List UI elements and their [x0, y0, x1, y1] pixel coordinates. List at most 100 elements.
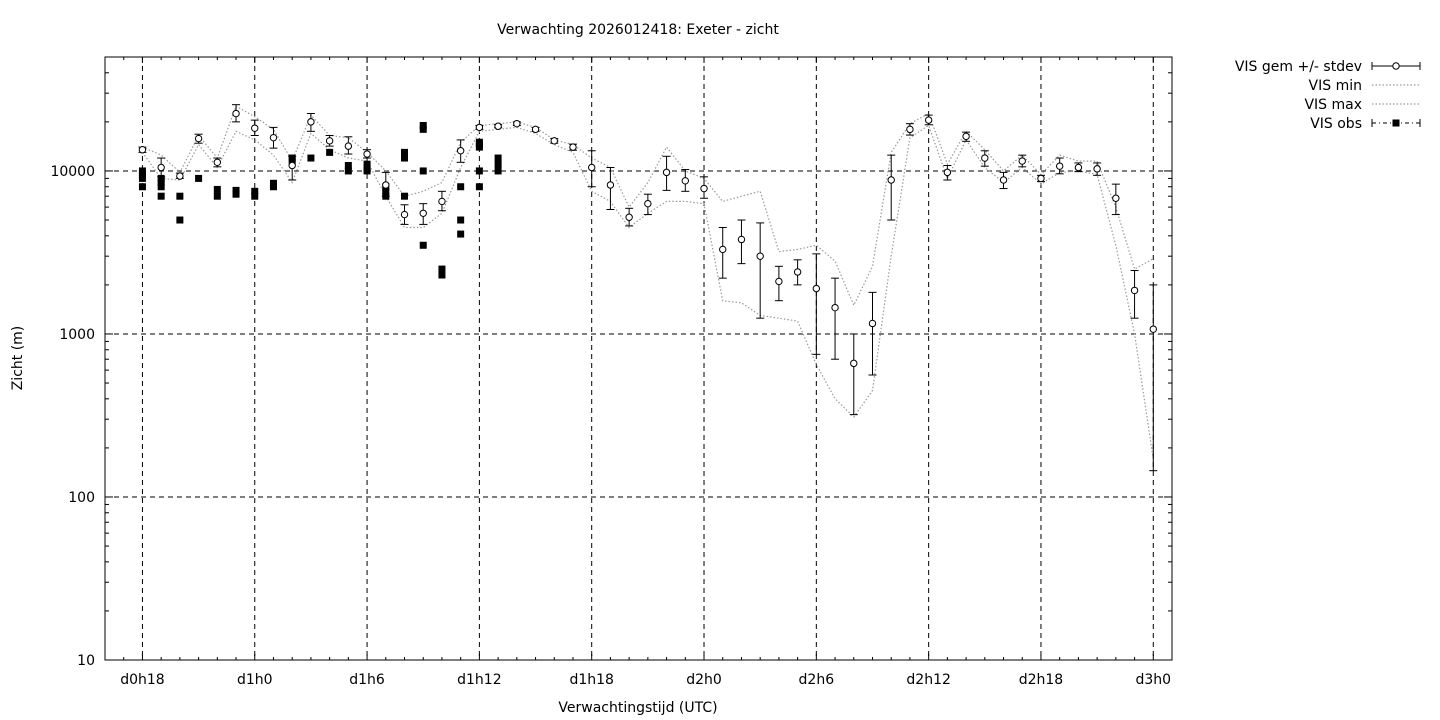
- y-tick-label: 100: [68, 490, 95, 506]
- mean-point: [1093, 165, 1101, 173]
- x-tick-label: d1h12: [457, 672, 501, 688]
- mean-point: [719, 245, 727, 254]
- legend-label: VIS max: [1304, 97, 1362, 113]
- mean-point: [999, 176, 1008, 184]
- mean-point: [494, 122, 502, 130]
- mean-point: [943, 168, 952, 177]
- mean-point: [363, 150, 371, 158]
- obs-point: [176, 192, 184, 200]
- obs-point: [419, 122, 427, 130]
- mean-point: [269, 133, 278, 142]
- obs-point: [438, 271, 446, 279]
- legend-label: VIS obs: [1310, 116, 1362, 132]
- obs-point: [157, 183, 165, 191]
- obs-point: [269, 179, 277, 187]
- mean-point: [344, 142, 353, 150]
- x-tick-label: d1h6: [349, 672, 385, 688]
- legend-sample-point: [1392, 62, 1400, 70]
- mean-point: [176, 172, 184, 180]
- mean-point: [1149, 325, 1157, 333]
- mean-point: [288, 161, 296, 170]
- x-tick-label: d1h18: [569, 672, 613, 688]
- plot-frame: [104, 56, 1173, 661]
- mean-point: [681, 177, 689, 185]
- mean-point: [812, 284, 821, 293]
- mean-point: [850, 359, 858, 368]
- mean-point: [981, 154, 989, 162]
- mean-point: [213, 158, 222, 166]
- mean-point: [400, 210, 409, 219]
- x-tick-label: d3h0: [1135, 672, 1171, 688]
- legend-label: VIS min: [1309, 78, 1362, 94]
- legend-sample-square: [1392, 119, 1400, 127]
- obs-point: [494, 167, 502, 175]
- grid: [105, 57, 1172, 660]
- mean-point: [756, 252, 764, 260]
- obs-point: [475, 138, 483, 146]
- obs-point: [157, 174, 165, 182]
- obs-point: [157, 192, 165, 200]
- mean-point: [382, 181, 390, 189]
- obs-point: [138, 174, 146, 182]
- mean-point: [868, 319, 877, 328]
- obs-point: [401, 148, 409, 156]
- mean-point: [887, 176, 895, 184]
- obs-point: [213, 192, 221, 200]
- axis-ticks: d0h18 d1h0 d1h6 d1h12 d1h18 d2h0 d2h6 d2h12 d2h1…: [50, 56, 1173, 688]
- obs-points: [138, 122, 502, 279]
- obs-point: [195, 174, 203, 182]
- mean-point: [325, 137, 334, 145]
- obs-point: [176, 216, 184, 224]
- obs-point: [419, 167, 427, 175]
- obs-point: [213, 185, 221, 193]
- mean-point: [419, 209, 427, 217]
- mean-point: [550, 137, 558, 145]
- y-tick-label: 10: [77, 653, 95, 669]
- chart-title: Verwachting 2026012418: Exeter - zicht: [497, 22, 779, 38]
- obs-point: [307, 154, 315, 162]
- mean-point: [251, 124, 259, 132]
- obs-point: [138, 183, 146, 191]
- obs-point: [138, 167, 146, 175]
- obs-point: [251, 192, 259, 200]
- mean-point: [194, 134, 203, 143]
- mean-point: [1074, 163, 1083, 172]
- mean-point: [700, 184, 708, 193]
- mean-point: [606, 181, 615, 189]
- obs-point: [401, 154, 409, 162]
- obs-point: [475, 167, 483, 175]
- obs-point: [457, 216, 465, 224]
- obs-point: [419, 125, 427, 133]
- mean-point: [644, 199, 652, 208]
- mean-errorbars: [138, 104, 1158, 472]
- obs-point: [457, 230, 465, 238]
- obs-point: [251, 187, 259, 195]
- obs-point: [419, 241, 427, 249]
- obs-point: [138, 171, 146, 179]
- mean-point: [737, 235, 746, 244]
- x-tick-label: d2h6: [799, 672, 835, 688]
- obs-point: [475, 183, 483, 191]
- mean-point: [513, 119, 521, 128]
- mean-point: [831, 303, 839, 312]
- y-tick-label: 1000: [59, 327, 95, 343]
- mean-point: [475, 123, 484, 132]
- mean-point: [1130, 286, 1139, 295]
- obs-point: [457, 183, 465, 191]
- mean-point: [1112, 194, 1120, 202]
- obs-point: [438, 265, 446, 273]
- mean-point: [906, 125, 914, 134]
- mean-point: [588, 163, 596, 172]
- mean-point: [625, 213, 633, 221]
- obs-point: [494, 154, 502, 162]
- mean-point: [662, 168, 671, 177]
- x-tick-label: d2h18: [1019, 672, 1063, 688]
- x-axis-label: Verwachtingstijd (UTC): [558, 700, 717, 716]
- mean-point: [1055, 162, 1064, 170]
- obs-point: [344, 167, 352, 175]
- mean-point: [924, 116, 933, 124]
- mean-point: [1018, 157, 1026, 165]
- obs-point: [344, 161, 352, 169]
- x-tick-label: d2h0: [686, 672, 722, 688]
